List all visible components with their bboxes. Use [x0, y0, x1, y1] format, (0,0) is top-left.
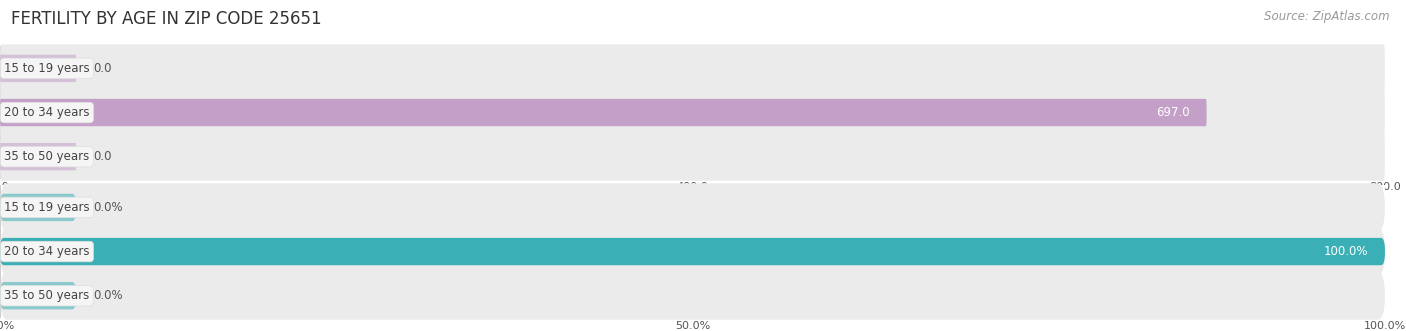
Text: 0.0: 0.0 [93, 62, 111, 75]
Text: 0.0: 0.0 [93, 150, 111, 163]
Text: 100.0%: 100.0% [1324, 245, 1368, 258]
FancyBboxPatch shape [0, 282, 76, 309]
FancyBboxPatch shape [0, 55, 76, 82]
Text: 20 to 34 years: 20 to 34 years [4, 106, 90, 119]
FancyBboxPatch shape [0, 133, 1385, 181]
Text: 35 to 50 years: 35 to 50 years [4, 150, 90, 163]
FancyBboxPatch shape [0, 99, 1206, 126]
Text: 15 to 19 years: 15 to 19 years [4, 201, 90, 214]
FancyBboxPatch shape [0, 272, 1385, 320]
Text: 15 to 19 years: 15 to 19 years [4, 62, 90, 75]
Text: 35 to 50 years: 35 to 50 years [4, 289, 90, 302]
Text: 697.0: 697.0 [1156, 106, 1189, 119]
FancyBboxPatch shape [0, 143, 76, 170]
FancyBboxPatch shape [0, 238, 1385, 265]
Text: 20 to 34 years: 20 to 34 years [4, 245, 90, 258]
Text: FERTILITY BY AGE IN ZIP CODE 25651: FERTILITY BY AGE IN ZIP CODE 25651 [11, 10, 322, 28]
FancyBboxPatch shape [0, 194, 76, 221]
FancyBboxPatch shape [0, 44, 1385, 92]
FancyBboxPatch shape [0, 88, 1385, 137]
Text: 0.0%: 0.0% [93, 289, 122, 302]
FancyBboxPatch shape [0, 183, 1385, 231]
FancyBboxPatch shape [0, 227, 1385, 276]
Text: Source: ZipAtlas.com: Source: ZipAtlas.com [1264, 10, 1389, 23]
Text: 0.0%: 0.0% [93, 201, 122, 214]
